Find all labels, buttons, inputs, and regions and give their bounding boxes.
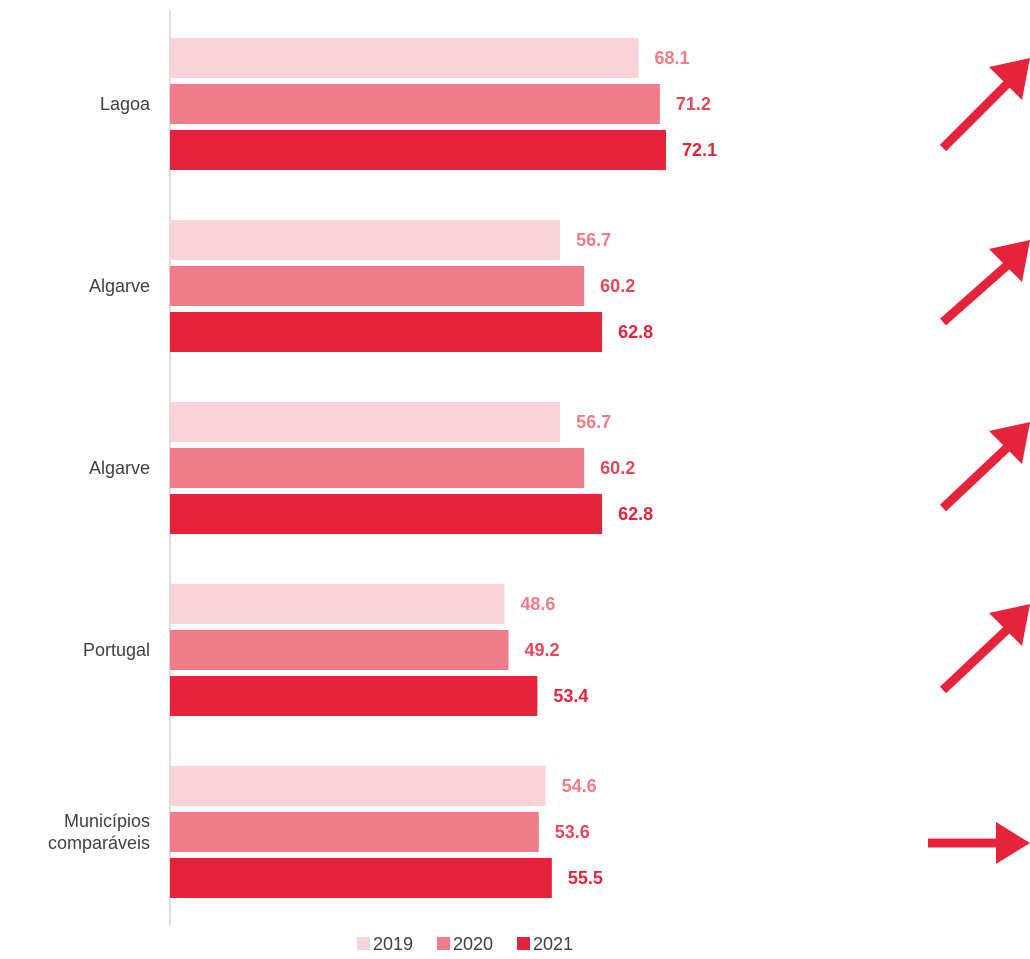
arrow-up <box>939 604 1030 694</box>
legend-swatch <box>437 937 450 950</box>
data-label: 49.2 <box>524 640 559 660</box>
legend-label: 2019 <box>373 934 413 954</box>
arrow-up <box>939 422 1030 512</box>
bar <box>170 402 561 442</box>
legend-label: 2021 <box>533 934 573 954</box>
data-label: 54.6 <box>562 776 597 796</box>
data-label: 72.1 <box>682 140 717 160</box>
bar <box>170 266 585 306</box>
category-label: Algarve <box>88 276 150 296</box>
data-label: 53.4 <box>553 686 588 706</box>
bar <box>170 494 603 534</box>
arrow-up <box>940 240 1030 326</box>
bar <box>170 220 561 260</box>
category-label: Lagoa <box>99 94 150 114</box>
arrow-up <box>939 58 1030 152</box>
bar <box>170 84 660 124</box>
bar <box>170 676 538 716</box>
bar <box>170 130 667 170</box>
bar <box>170 584 505 624</box>
legend-swatch <box>357 937 370 950</box>
arrow-flat <box>928 822 1030 864</box>
data-label: 71.2 <box>676 94 711 114</box>
trend-arrows <box>928 58 1030 864</box>
bar <box>170 630 509 670</box>
category-label: Municípios comparáveis <box>47 811 150 853</box>
category-label: Portugal <box>82 640 150 660</box>
bar <box>170 766 546 806</box>
data-label: 53.6 <box>555 822 590 842</box>
bar <box>170 858 552 898</box>
legend-swatch <box>517 937 530 950</box>
data-label: 68.1 <box>655 48 690 68</box>
data-label: 60.2 <box>600 276 635 296</box>
data-label: 56.7 <box>576 412 611 432</box>
bar <box>170 812 539 852</box>
data-label: 62.8 <box>618 504 653 524</box>
data-label: 60.2 <box>600 458 635 478</box>
bar <box>170 448 585 488</box>
legend-label: 2020 <box>453 934 493 954</box>
bar <box>170 38 639 78</box>
bar <box>170 312 603 352</box>
data-label: 55.5 <box>568 868 603 888</box>
category-label: Algarve <box>88 458 150 478</box>
data-label: 56.7 <box>576 230 611 250</box>
data-label: 62.8 <box>618 322 653 342</box>
data-label: 48.6 <box>520 594 555 614</box>
